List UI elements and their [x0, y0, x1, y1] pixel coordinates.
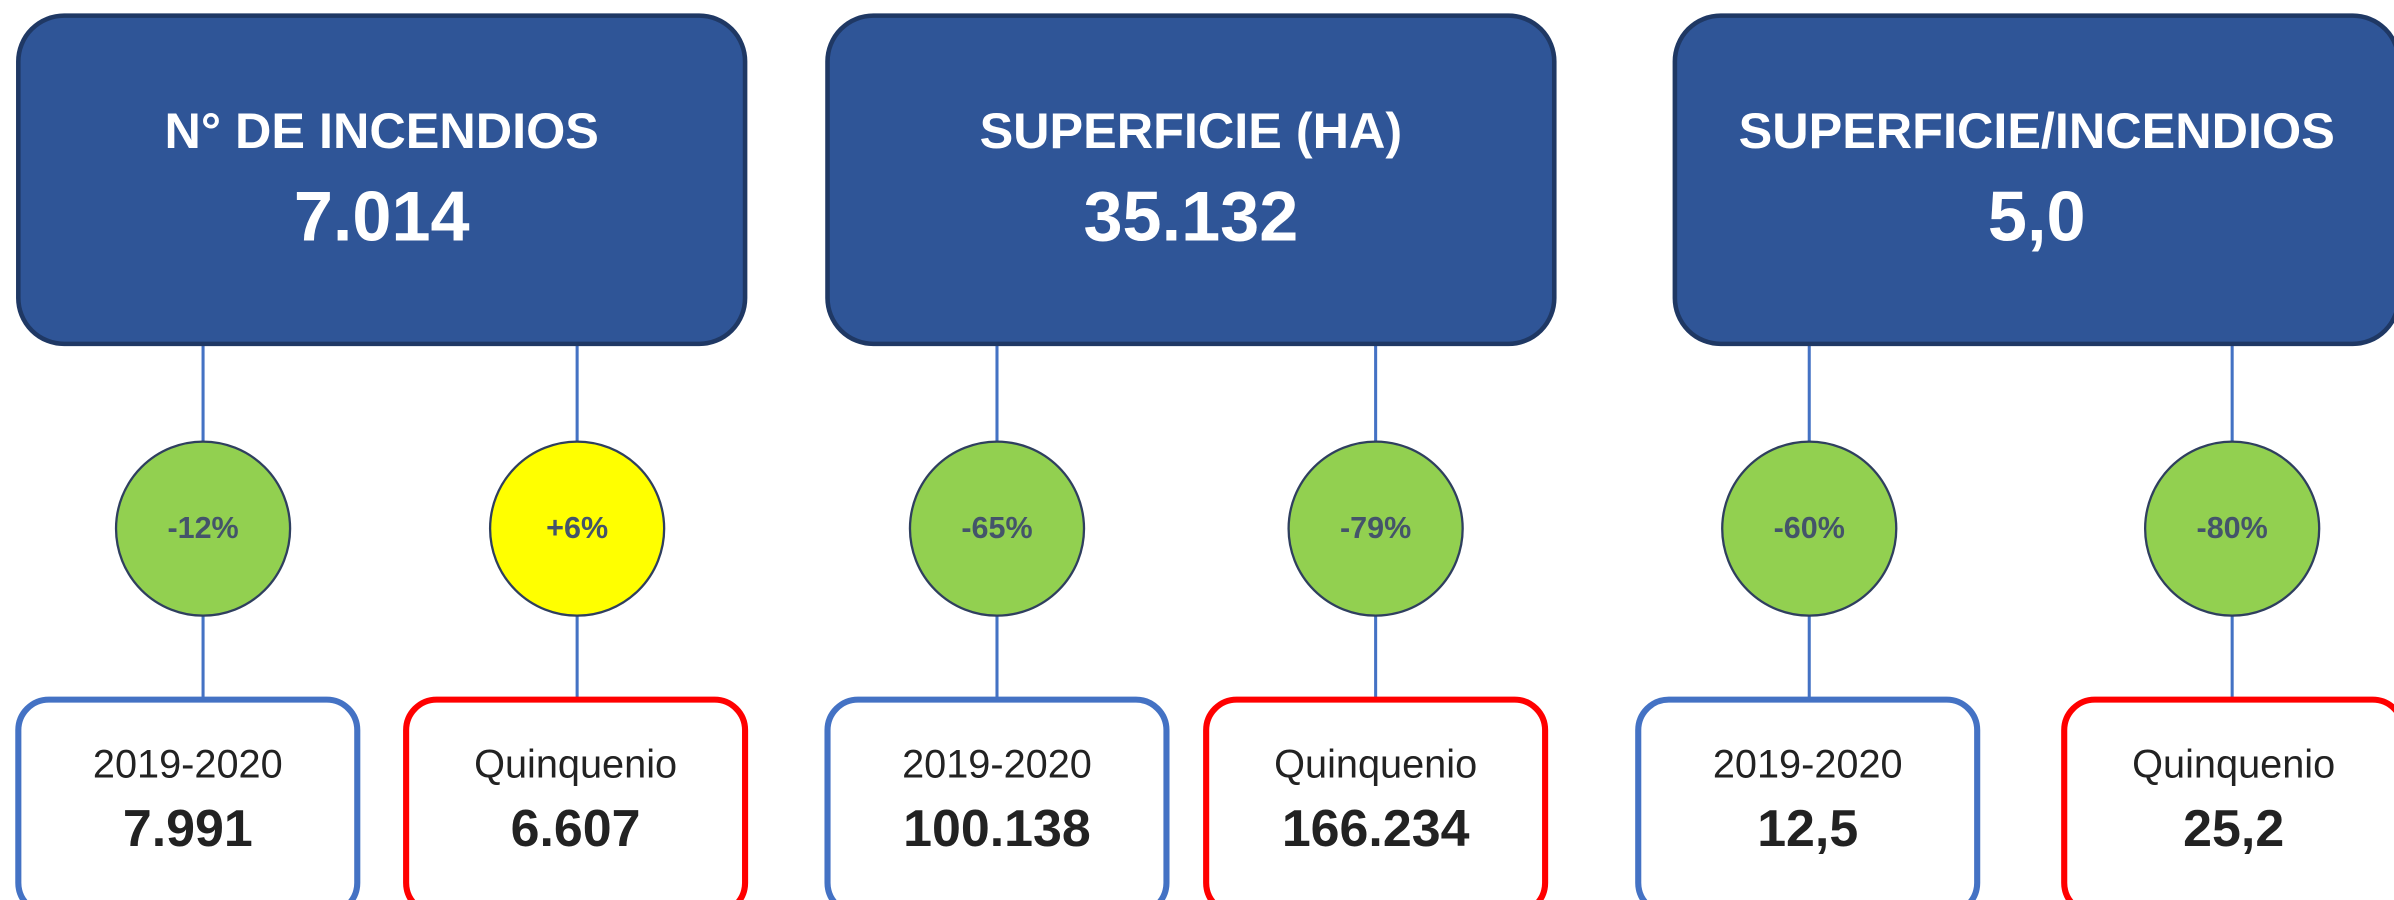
kpi-value: 5,0 [1988, 176, 2086, 255]
compare-value: 100.138 [903, 800, 1091, 858]
kpi-title: SUPERFICIE (HA) [980, 102, 1403, 159]
change-label: -80% [2197, 511, 2268, 545]
compare-box [824, 696, 1170, 900]
compare-box [403, 696, 749, 900]
change-circle [1721, 440, 1898, 617]
kpi-box [825, 13, 1557, 347]
compare-label: Quinquenio [2132, 742, 2335, 786]
compare-label: 2019-2020 [93, 742, 283, 786]
change-circle [2143, 440, 2321, 617]
compare-label: 2019-2020 [1713, 742, 1903, 786]
compare-box [2061, 696, 2394, 900]
change-label: -65% [961, 511, 1032, 545]
compare-label: Quinquenio [1274, 742, 1477, 786]
kpi-value: 35.132 [1084, 176, 1299, 255]
compare-value: 166.234 [1282, 800, 1470, 858]
change-label: -12% [167, 511, 238, 545]
change-circle [488, 440, 666, 617]
change-circle [908, 440, 1086, 617]
change-label: +6% [546, 511, 608, 545]
change-circle [1287, 440, 1464, 617]
kpi-box [16, 13, 748, 347]
compare-label: Quinquenio [474, 742, 677, 786]
kpi-value: 7.014 [294, 176, 470, 255]
compare-value: 12,5 [1757, 800, 1858, 858]
change-circle [114, 440, 292, 617]
compare-box [1203, 696, 1549, 900]
kpi-title: SUPERFICIE/INCENDIOS [1739, 102, 2335, 159]
compare-box [1635, 696, 1981, 900]
change-label: -60% [1774, 511, 1845, 545]
compare-box [15, 696, 361, 900]
compare-value: 6.607 [511, 800, 641, 858]
kpi-title: N° DE INCENDIOS [165, 102, 599, 159]
compare-value: 7.991 [123, 800, 253, 858]
kpi-box [1672, 13, 2394, 347]
compare-value: 25,2 [2183, 800, 2284, 858]
change-label: -79% [1340, 511, 1411, 545]
compare-label: 2019-2020 [902, 742, 1092, 786]
